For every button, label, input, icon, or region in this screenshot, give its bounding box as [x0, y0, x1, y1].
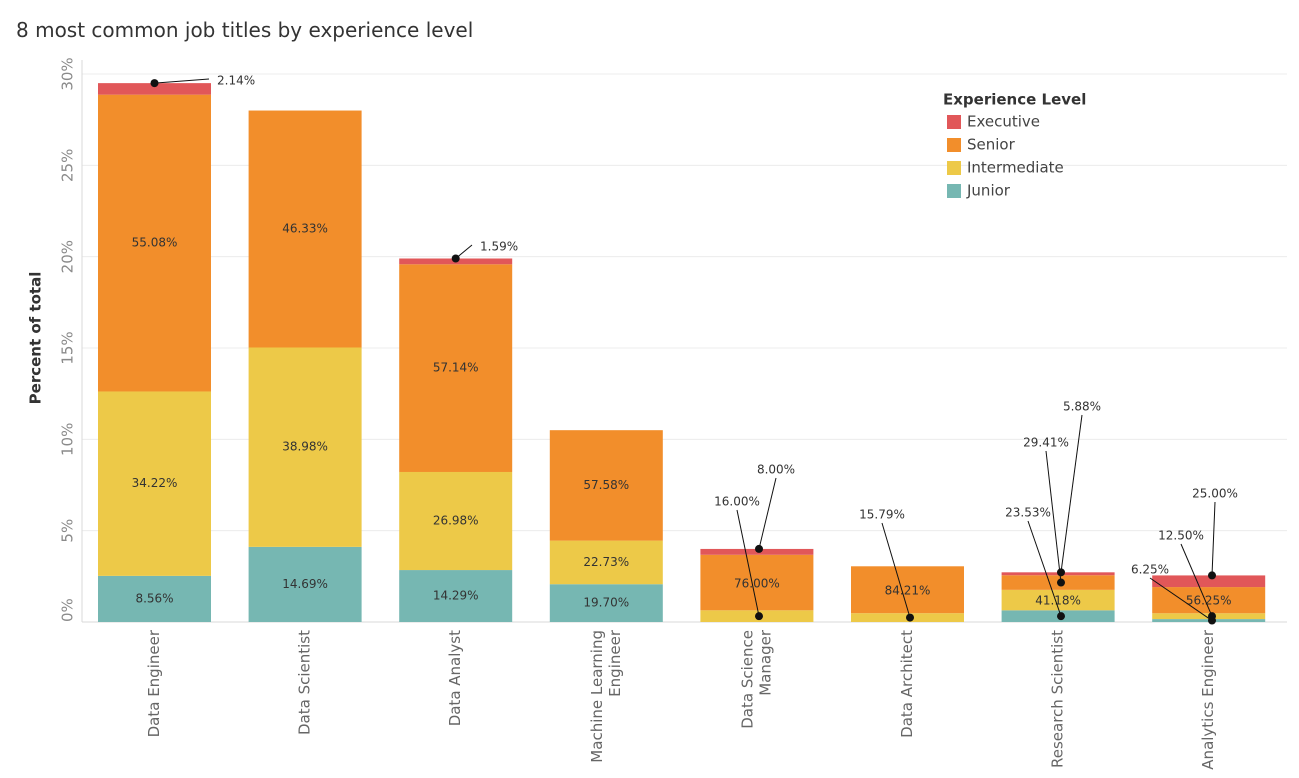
legend-entry: Junior — [966, 182, 1011, 200]
callout-leader — [1149, 577, 1213, 621]
bar-segment[interactable] — [549, 540, 663, 585]
bar-segment[interactable] — [248, 546, 362, 622]
bar-segment[interactable] — [399, 264, 513, 472]
callout-dot — [1057, 568, 1065, 577]
callout-label: 12.50% — [1158, 529, 1204, 543]
bar-segment[interactable] — [98, 94, 211, 392]
segment-label: 14.29% — [433, 589, 479, 603]
y-tick-label: 15% — [59, 331, 77, 364]
bar-segment[interactable] — [399, 570, 513, 622]
legend-swatch — [947, 138, 961, 152]
x-category-label: Data Engineer — [145, 629, 163, 737]
callout-dot — [1208, 612, 1216, 621]
legend-swatch — [947, 184, 961, 198]
segment-label: 57.58% — [583, 478, 629, 492]
chart-title: 8 most common job titles by experience l… — [16, 18, 474, 42]
segment-label: 57.14% — [433, 361, 479, 375]
callout-leader — [1180, 543, 1213, 617]
callout-leader — [1211, 501, 1216, 576]
callout-dot — [755, 544, 763, 553]
bar-segment[interactable] — [549, 430, 663, 541]
callout-dot — [755, 612, 763, 621]
segment-label: 55.08% — [132, 236, 178, 250]
x-category-label: Manager — [756, 629, 774, 696]
x-category-label: Machine Learning — [588, 630, 606, 763]
segment-label: 76.00% — [734, 577, 780, 591]
bar-segment[interactable] — [1001, 589, 1115, 611]
segment-label: 46.33% — [282, 222, 328, 236]
callout-dot — [451, 254, 460, 263]
callout-label: 5.88% — [1063, 400, 1101, 414]
callout-label: 2.14% — [217, 74, 255, 88]
callout-label: 16.00% — [714, 495, 760, 509]
bar-segment[interactable] — [98, 83, 211, 95]
y-tick-label: 20% — [59, 240, 77, 273]
x-category-label: Engineer — [606, 629, 624, 697]
segment-label: 34.22% — [132, 476, 178, 490]
bar-segment[interactable] — [248, 110, 362, 348]
legend-swatch — [947, 161, 961, 175]
legend-entry: Executive — [967, 113, 1040, 131]
segment-label: 22.73% — [583, 555, 629, 569]
segment-label: 38.98% — [282, 440, 328, 454]
segment-label: 19.70% — [583, 596, 629, 610]
callout-leader — [154, 78, 210, 84]
callout-dot — [906, 613, 914, 622]
y-tick-label: 25% — [59, 149, 77, 182]
bar-segment[interactable] — [399, 471, 513, 571]
x-category-label: Data Science — [738, 630, 756, 729]
bar-segment[interactable] — [700, 554, 814, 611]
legend-swatch — [947, 115, 961, 129]
callout-leader — [758, 477, 777, 550]
segment-label: 8.56% — [135, 591, 173, 605]
callout-leader — [736, 509, 760, 617]
x-category-label: Research Scientist — [1049, 630, 1067, 768]
callout-dot — [1057, 612, 1065, 621]
bar-segment[interactable] — [248, 347, 362, 547]
callout-label: 23.53% — [1005, 506, 1051, 520]
x-category-label: Data Analyst — [446, 630, 464, 726]
callout-label: 25.00% — [1192, 487, 1238, 501]
y-axis-label: Percent of total — [27, 272, 45, 405]
bar-segment[interactable] — [549, 584, 663, 622]
callout-label: 6.25% — [1131, 563, 1169, 577]
legend-title: Experience Level — [943, 91, 1086, 109]
y-tick-label: 0% — [59, 598, 77, 622]
segment-label: 14.69% — [282, 577, 328, 591]
y-tick-label: 10% — [59, 423, 77, 456]
callout-leader — [1045, 450, 1062, 583]
x-category-label: Data Scientist — [296, 630, 314, 735]
legend-entry: Senior — [967, 136, 1016, 154]
x-category-label: Analytics Engineer — [1199, 629, 1217, 770]
callout-leader — [881, 522, 911, 618]
bar-segment[interactable] — [98, 575, 211, 622]
x-category-label: Data Architect — [898, 630, 916, 738]
segment-label: 41.18% — [1035, 594, 1081, 608]
segment-label: 56.25% — [1186, 594, 1232, 608]
y-tick-label: 30% — [59, 57, 77, 90]
y-tick-label: 5% — [59, 519, 77, 543]
legend-entry: Intermediate — [967, 159, 1064, 177]
bar-segment[interactable] — [1152, 575, 1266, 588]
bar-segment[interactable] — [851, 566, 964, 614]
callout-label: 29.41% — [1023, 436, 1069, 450]
callout-dot — [1208, 571, 1216, 580]
callout-label: 8.00% — [757, 463, 795, 477]
callout-dot — [1057, 578, 1065, 587]
callout-leader — [1060, 414, 1083, 573]
callout-label: 15.79% — [859, 508, 905, 522]
bar-segment[interactable] — [98, 391, 211, 576]
callout-label: 1.59% — [480, 240, 518, 254]
callout-dot — [150, 79, 159, 88]
callout-leader — [1027, 520, 1062, 617]
segment-label: 26.98% — [433, 514, 479, 528]
segment-label: 84.21% — [885, 584, 931, 598]
